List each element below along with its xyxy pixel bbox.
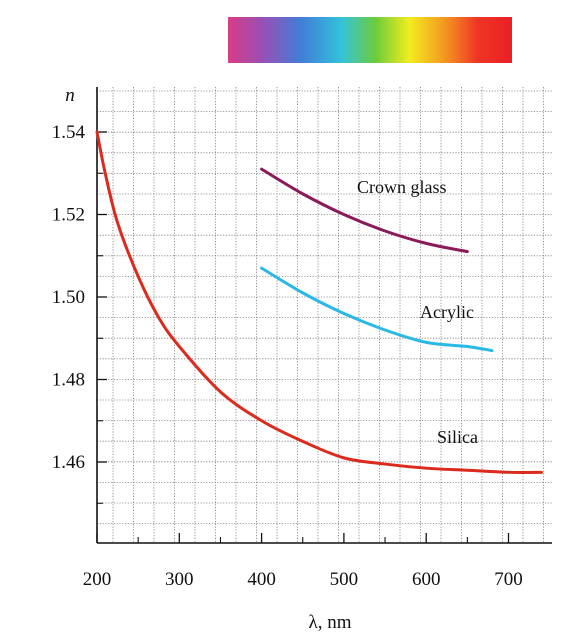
grid (97, 87, 552, 543)
series-line-silica (95, 130, 543, 474)
axis-text: 200 300 400 500 600 700 1.46 1.48 1.50 1.52 1.54 n λ… (52, 85, 523, 633)
series-label-crown-glass: Crown glass (357, 177, 447, 197)
visible-spectrum-bar (228, 17, 512, 63)
x-tick-label: 700 (494, 569, 523, 590)
y-tick-label: 1.48 (52, 370, 85, 391)
series-line-crown-glass (260, 167, 469, 254)
series-label-acrylic: Acrylic (420, 302, 474, 322)
plot-frame (96, 87, 552, 544)
axis-ticks (96, 131, 510, 543)
series-label-silica: Silica (437, 427, 478, 447)
x-tick-label: 500 (330, 569, 359, 590)
y-tick-label: 1.52 (52, 205, 85, 226)
series-lines (95, 130, 543, 474)
x-tick-label: 300 (165, 569, 194, 590)
y-tick-label: 1.50 (52, 287, 85, 308)
series-line-acrylic (260, 266, 494, 353)
x-tick-label: 200 (83, 569, 112, 590)
y-axis-title: n (65, 85, 75, 106)
y-tick-label: 1.54 (52, 122, 86, 143)
x-tick-label: 400 (247, 569, 276, 590)
x-tick-label: 600 (412, 569, 441, 590)
series-labels: Crown glass Acrylic Silica (357, 177, 478, 447)
x-axis-title: λ, nm (309, 612, 352, 633)
y-tick-label: 1.46 (52, 452, 85, 473)
